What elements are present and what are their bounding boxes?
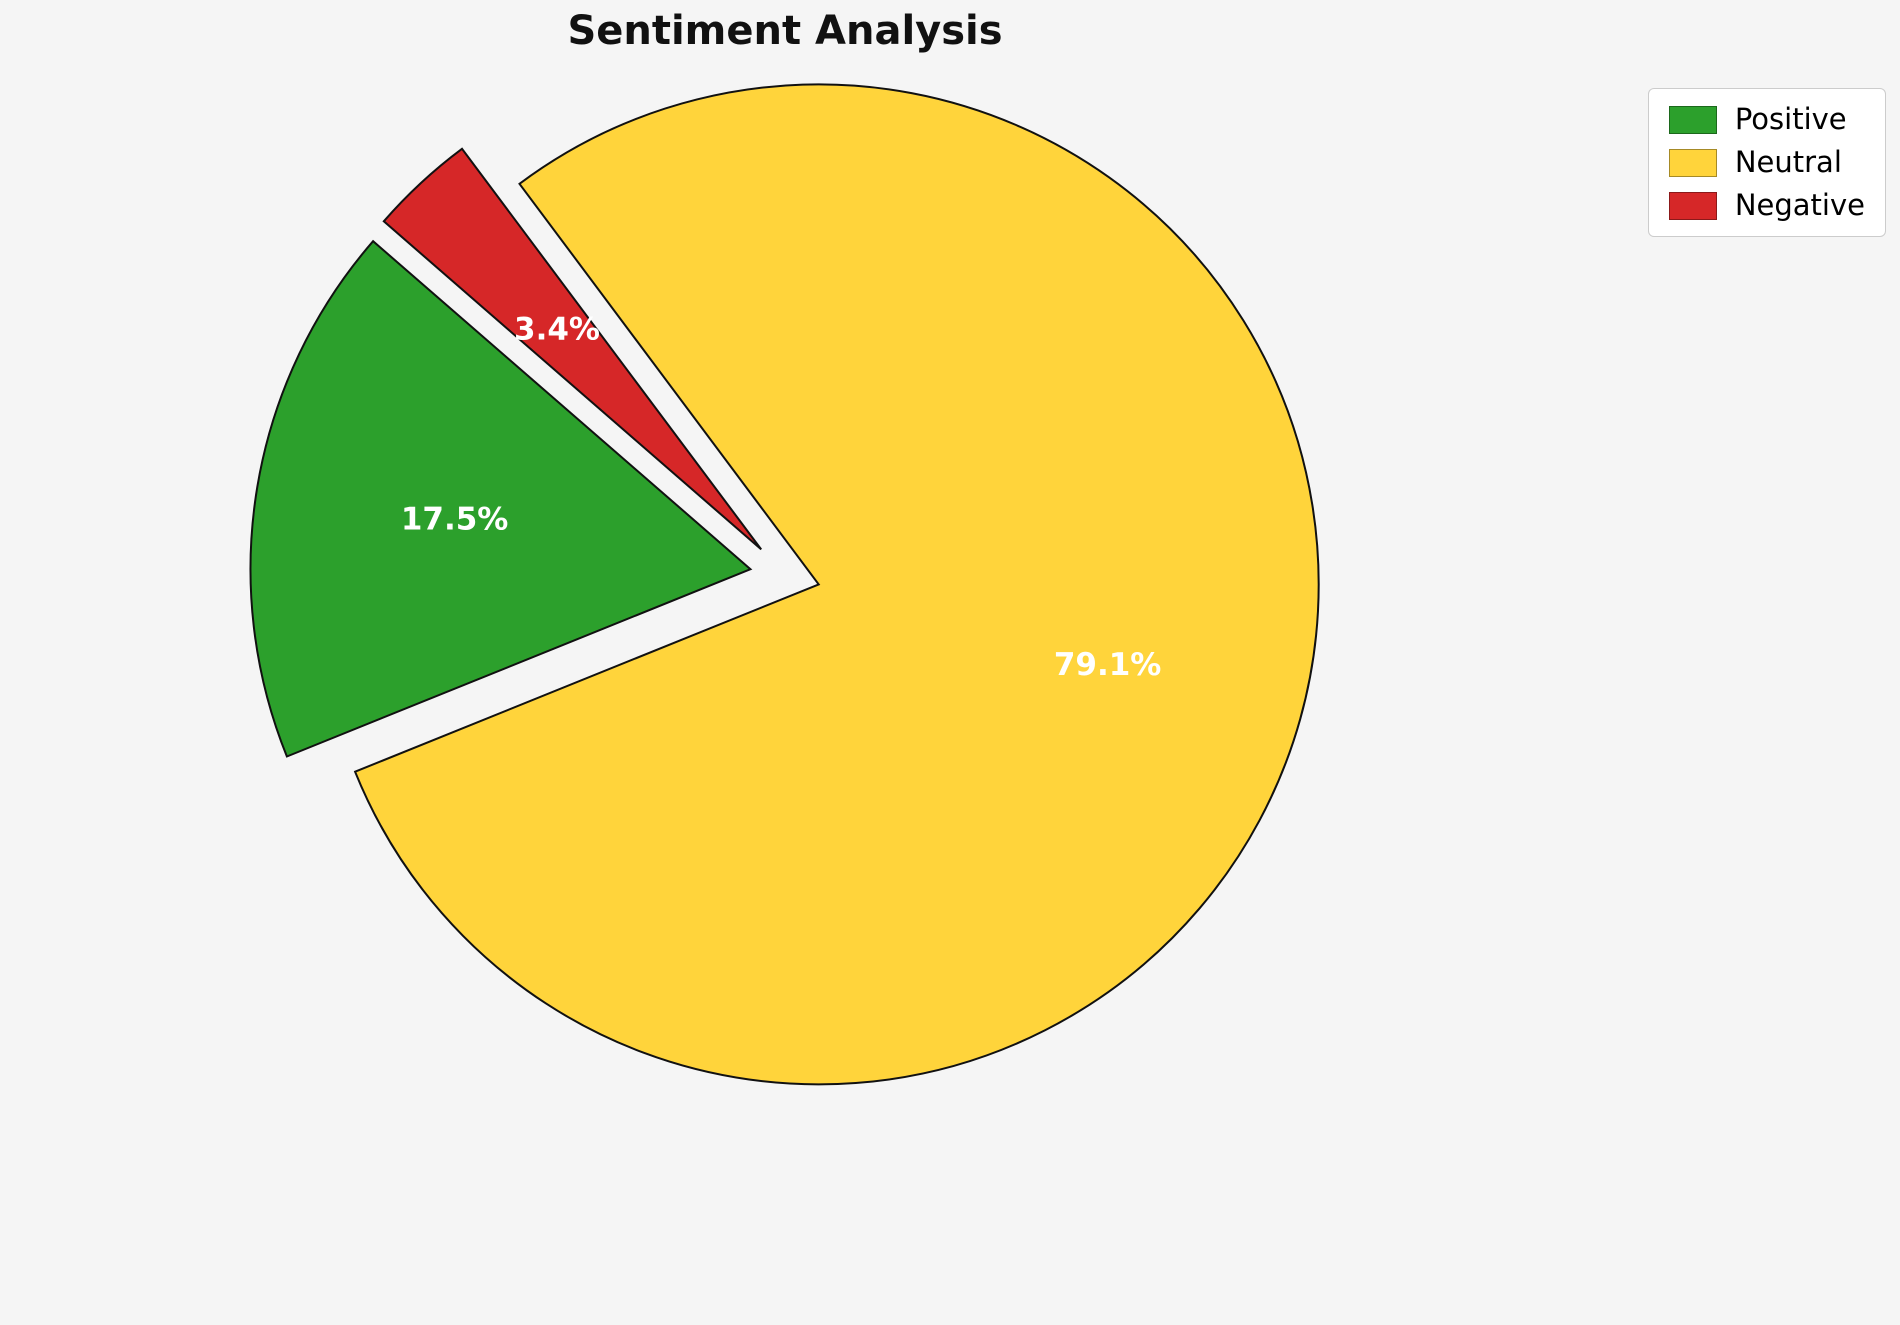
legend-swatch-neutral bbox=[1668, 148, 1717, 177]
pie-slice-negative bbox=[382, 147, 763, 551]
legend-swatch-positive bbox=[1668, 105, 1717, 134]
legend-label-negative: Negative bbox=[1734, 188, 1865, 222]
chart-title: Sentiment Analysis bbox=[567, 8, 1003, 54]
pct-label-neutral: 79.1% bbox=[1054, 647, 1162, 683]
legend-label-neutral: Neutral bbox=[1734, 145, 1842, 179]
legend: Positive Neutral Negative bbox=[1647, 88, 1886, 237]
pie-slice-positive bbox=[249, 239, 753, 758]
pct-label-positive: 17.5% bbox=[401, 502, 509, 538]
legend-label-positive: Positive bbox=[1734, 102, 1847, 136]
legend-item-positive: Positive bbox=[1668, 102, 1865, 136]
pct-label-negative: 3.4% bbox=[514, 312, 600, 348]
legend-swatch-negative bbox=[1668, 191, 1717, 220]
legend-item-negative: Negative bbox=[1668, 188, 1865, 222]
pie-slice-neutral bbox=[353, 83, 1320, 1086]
legend-item-neutral: Neutral bbox=[1668, 145, 1865, 179]
